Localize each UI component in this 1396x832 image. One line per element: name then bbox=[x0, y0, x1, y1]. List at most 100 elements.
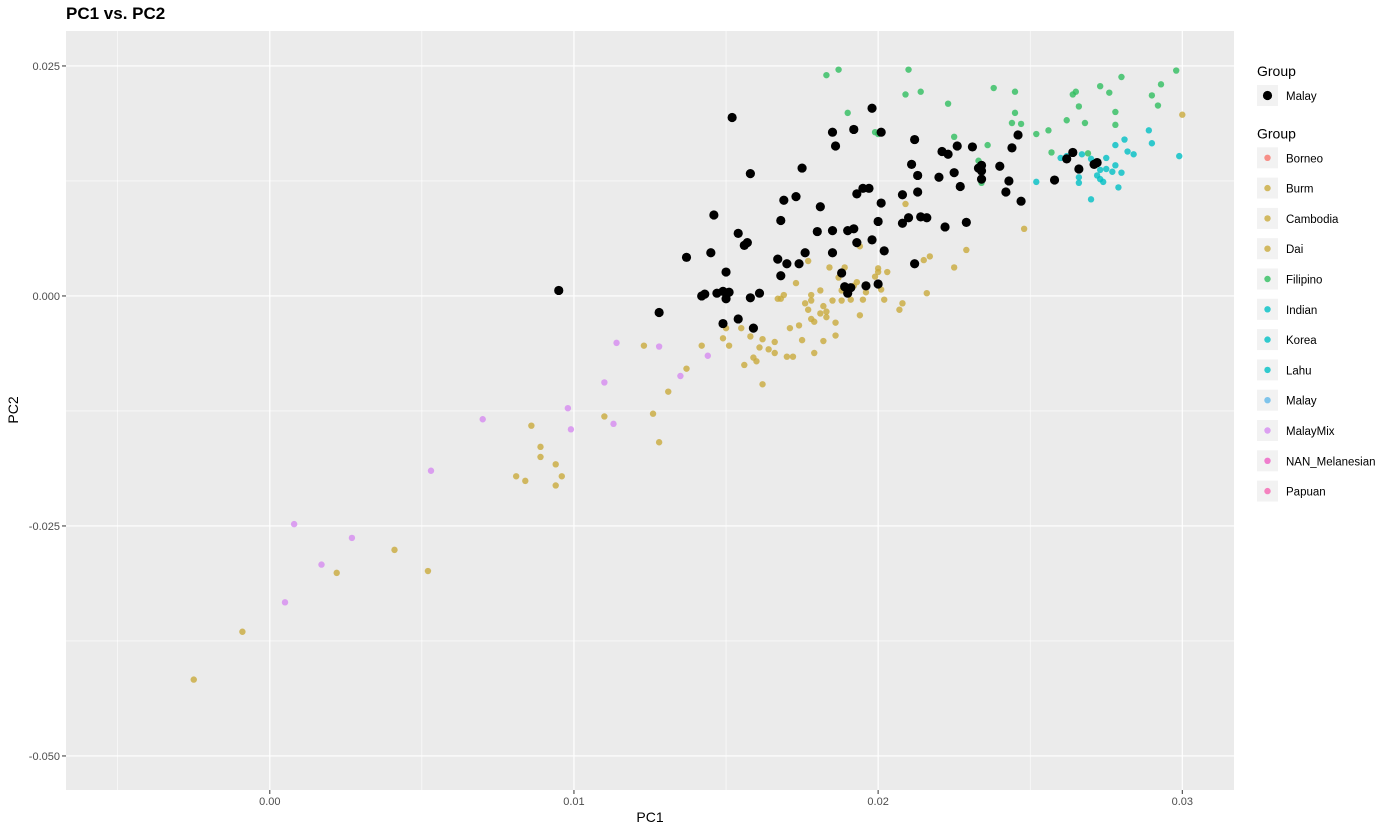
data-point-malay bbox=[943, 149, 953, 159]
data-point bbox=[798, 336, 806, 344]
x-tick-label: 0.03 bbox=[1172, 796, 1193, 808]
legend-label: Burm bbox=[1286, 184, 1313, 196]
data-point-malay bbox=[913, 170, 923, 181]
legend-label: Cambodia bbox=[1286, 214, 1339, 226]
data-point-malay bbox=[812, 226, 822, 237]
legend-key-symbol bbox=[1262, 90, 1273, 101]
data-point-malay bbox=[1092, 157, 1102, 168]
legend-key-symbol bbox=[1264, 154, 1271, 161]
data-point-malay bbox=[910, 259, 920, 269]
legend-label: NAN_Melanesian bbox=[1286, 456, 1376, 468]
data-point bbox=[1033, 130, 1040, 138]
data-point bbox=[759, 336, 766, 343]
y-tick-label: -0.050 bbox=[29, 751, 60, 763]
data-point bbox=[391, 546, 398, 554]
data-point bbox=[823, 308, 830, 315]
legend-title: Group bbox=[1257, 63, 1296, 79]
data-point-malay bbox=[952, 141, 962, 151]
data-point bbox=[537, 453, 544, 461]
data-point-malay bbox=[724, 287, 734, 297]
data-point-malay bbox=[815, 202, 825, 212]
data-point-malay bbox=[779, 195, 789, 205]
legend-label: Malay bbox=[1286, 396, 1317, 408]
data-point-malay bbox=[718, 318, 728, 329]
data-point-malay bbox=[864, 183, 874, 193]
data-point-malay bbox=[897, 190, 908, 200]
data-point-malay bbox=[654, 307, 664, 318]
data-point bbox=[874, 268, 882, 276]
data-point bbox=[1109, 168, 1116, 175]
data-point bbox=[479, 416, 486, 423]
chart-title: PC1 vs. PC2 bbox=[66, 4, 165, 23]
data-point bbox=[765, 346, 772, 353]
data-point bbox=[683, 365, 690, 372]
data-point bbox=[649, 410, 657, 417]
legend-key-symbol bbox=[1264, 457, 1271, 464]
data-point bbox=[239, 628, 246, 635]
data-point bbox=[811, 318, 818, 325]
data-point bbox=[610, 420, 617, 428]
data-point-malay bbox=[681, 252, 692, 262]
legend-key-symbol bbox=[1264, 306, 1271, 313]
data-point bbox=[771, 349, 778, 357]
data-point bbox=[1096, 166, 1104, 174]
data-point bbox=[920, 256, 927, 264]
data-point-malay bbox=[700, 289, 710, 299]
data-point-malay bbox=[782, 259, 792, 269]
data-point-malay bbox=[1004, 176, 1014, 186]
x-axis-title: PC1 bbox=[636, 809, 663, 825]
data-point bbox=[1124, 148, 1131, 155]
data-point-malay bbox=[1049, 175, 1060, 185]
data-point-malay bbox=[922, 213, 932, 223]
data-point bbox=[281, 599, 289, 606]
data-point bbox=[862, 289, 870, 296]
data-point-malay bbox=[1062, 154, 1072, 164]
data-point bbox=[795, 322, 803, 329]
data-point bbox=[902, 91, 909, 98]
data-point bbox=[817, 310, 824, 317]
data-point-malay bbox=[867, 103, 877, 113]
data-point bbox=[290, 520, 298, 528]
data-point bbox=[847, 296, 854, 303]
data-point bbox=[552, 482, 559, 489]
scatter-points bbox=[190, 66, 1186, 683]
data-point-malay bbox=[955, 181, 965, 192]
data-point bbox=[677, 372, 684, 380]
data-point bbox=[747, 333, 754, 340]
data-point bbox=[1176, 152, 1183, 160]
data-point bbox=[792, 279, 800, 287]
data-point bbox=[1173, 67, 1180, 74]
legend-key-symbol bbox=[1264, 427, 1271, 434]
data-point bbox=[1112, 108, 1119, 116]
data-point bbox=[1075, 174, 1083, 181]
data-point bbox=[1063, 117, 1070, 124]
data-point-malay bbox=[934, 172, 944, 182]
data-point-malay bbox=[776, 271, 786, 281]
data-point bbox=[1078, 151, 1086, 158]
data-point bbox=[1048, 149, 1055, 156]
data-point bbox=[1157, 81, 1165, 88]
data-point bbox=[1148, 140, 1156, 147]
data-point bbox=[917, 88, 924, 95]
data-point bbox=[786, 324, 794, 332]
data-point bbox=[1145, 127, 1153, 134]
legend-key-symbol bbox=[1264, 366, 1271, 374]
data-point-malay bbox=[797, 163, 807, 173]
data-point bbox=[1011, 109, 1019, 117]
data-point-malay bbox=[903, 213, 914, 223]
data-point-malay bbox=[1001, 187, 1011, 197]
data-point-malay bbox=[727, 112, 737, 123]
legend-label: Dai bbox=[1286, 244, 1303, 256]
data-point bbox=[838, 297, 845, 304]
data-point-malay bbox=[961, 217, 971, 227]
data-point bbox=[811, 349, 818, 357]
data-point bbox=[1096, 83, 1104, 90]
legend-label: MalayMix bbox=[1286, 426, 1335, 438]
data-point-malay bbox=[849, 124, 859, 135]
data-point-malay bbox=[852, 189, 862, 199]
y-tick-label: 0.025 bbox=[32, 61, 60, 73]
data-point bbox=[333, 569, 340, 577]
data-point bbox=[1100, 178, 1107, 186]
y-tick-label: -0.025 bbox=[29, 521, 60, 533]
y-axis-title: PC2 bbox=[5, 396, 21, 423]
